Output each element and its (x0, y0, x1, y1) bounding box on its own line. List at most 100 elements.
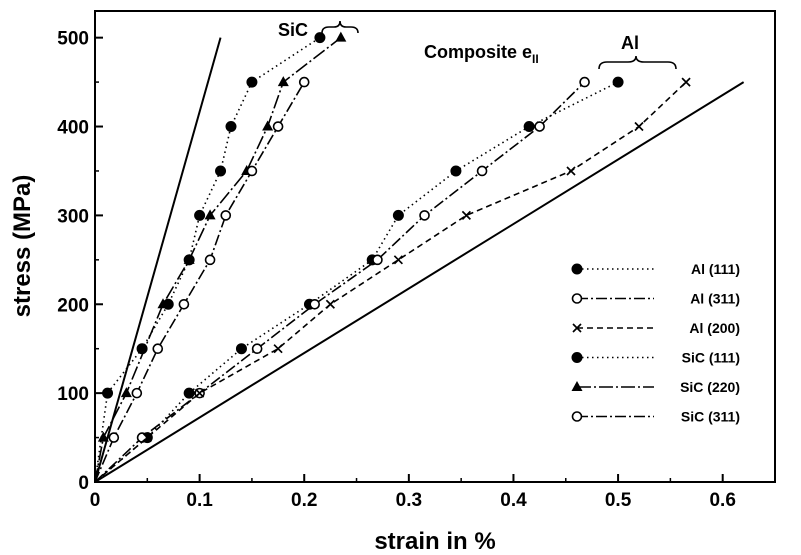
brace-al (598, 55, 677, 70)
legend: Al (111) Al (311) Al (200) SiC (111) SiC (22… (571, 261, 740, 425)
x-axis-title: strain in % (374, 528, 495, 555)
series-line (94, 81, 586, 483)
data-point (246, 76, 258, 88)
legend-label: SiC (220) (680, 379, 740, 395)
data-point (131, 387, 143, 399)
data-point (220, 210, 232, 221)
data-point (204, 209, 216, 220)
data-point (450, 165, 462, 177)
x-tick-label: 0.1 (186, 490, 213, 511)
data-point (204, 254, 216, 266)
series-line (94, 81, 687, 483)
data-point (152, 343, 164, 354)
reference-line (94, 37, 222, 483)
data-point (571, 263, 583, 275)
legend-label: Al (311) (690, 291, 740, 307)
data-point (102, 387, 114, 399)
ticks-layer: 0 0.1 0.2 0.3 0.4 0.5 0.6 0 100 200 300 400 500 (57, 29, 736, 511)
legend-label: Al (200) (689, 320, 740, 336)
series-group (94, 31, 347, 483)
data-point (571, 352, 583, 363)
brace-sic (321, 20, 359, 34)
data-point (246, 165, 258, 177)
x-tick-label: 0.3 (396, 490, 422, 511)
data-point (194, 209, 206, 221)
data-point (681, 77, 691, 87)
legend-label: Al (111) (691, 261, 740, 277)
annotation-al: Al (621, 33, 639, 53)
series-line (94, 81, 305, 483)
data-point (272, 121, 284, 132)
y-tick-label: 100 (57, 384, 89, 405)
data-point (419, 210, 430, 221)
data-point (393, 255, 403, 265)
legend-item: Al (111) (571, 261, 740, 277)
legend-label: SiC (311) (681, 409, 740, 425)
data-point (183, 387, 195, 399)
annotation-composite-main: Composite e (424, 42, 532, 62)
legend-item: Al (311) (571, 291, 740, 307)
y-tick-label: 500 (57, 29, 89, 50)
data-point (372, 254, 383, 266)
annotation-composite: Composite eII (424, 42, 539, 66)
x-tick-label: 0.5 (605, 490, 632, 511)
x-tick-label: 0.2 (291, 490, 317, 511)
data-point (392, 209, 404, 221)
y-tick-label: 200 (57, 295, 89, 316)
data-point (534, 121, 545, 132)
data-point (298, 76, 310, 88)
reference-lines (94, 37, 745, 483)
legend-item: SiC (220) (571, 379, 740, 395)
data-point (523, 121, 535, 133)
data-point (325, 299, 335, 309)
data-point (335, 31, 347, 42)
series-line (94, 37, 342, 483)
y-tick-label: 400 (57, 118, 89, 139)
x-tick-label: 0 (90, 490, 101, 511)
series-line (94, 81, 619, 483)
series-group (94, 76, 310, 483)
data-point (195, 388, 205, 398)
data-point (277, 76, 289, 87)
y-tick-label: 0 (78, 473, 89, 494)
x-tick-label: 0.6 (709, 490, 735, 511)
data-point (566, 166, 576, 176)
data-point (215, 165, 227, 177)
data-point (571, 381, 583, 391)
data-point (120, 387, 132, 398)
y-tick-label: 300 (57, 206, 89, 227)
data-point (309, 298, 320, 310)
data-point (97, 431, 109, 442)
legend-item: Al (200) (572, 320, 740, 336)
data-point (262, 120, 274, 131)
data-point (579, 76, 590, 88)
data-point (108, 432, 120, 443)
series-group (94, 76, 624, 483)
legend-item: SiC (111) (571, 350, 740, 366)
y-axis-title: stress (MPa) (9, 175, 36, 318)
data-point (572, 323, 582, 333)
annotation-sic: SiC (278, 20, 308, 40)
data-point (142, 432, 152, 443)
data-point (183, 253, 195, 264)
series-group (94, 77, 691, 483)
data-point (314, 32, 326, 44)
data-point (461, 210, 471, 220)
data-point (634, 121, 644, 132)
data-point (157, 298, 169, 309)
data-point (476, 165, 488, 177)
annotation-composite-sub: II (532, 52, 539, 66)
series-layer (94, 31, 691, 483)
reference-line (94, 81, 745, 483)
data-point (225, 121, 237, 133)
data-point (571, 293, 583, 304)
data-point (136, 343, 148, 355)
legend-item: SiC (311) (571, 409, 740, 425)
data-point (251, 343, 263, 354)
plot-frame (94, 10, 776, 483)
data-point (273, 344, 283, 354)
x-tick-label: 0.4 (500, 490, 527, 511)
data-point (235, 343, 247, 355)
series-group (94, 76, 590, 483)
